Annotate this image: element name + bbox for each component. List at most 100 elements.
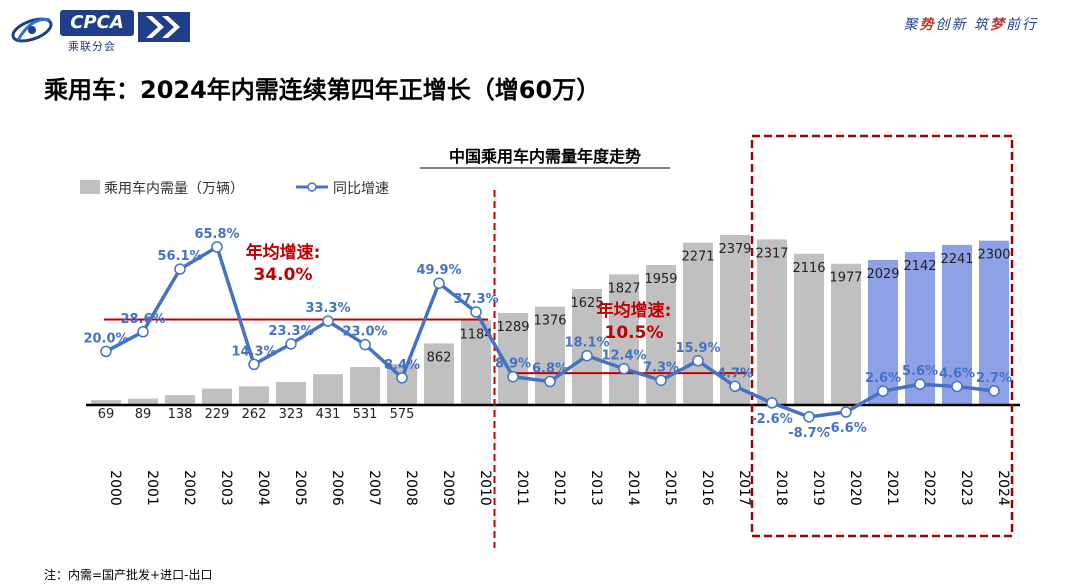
growth-rate-marker	[581, 349, 593, 362]
year-tick-label: 2002	[181, 470, 197, 506]
year-tick-label: 2022	[921, 470, 937, 506]
legend-bar-swatch	[80, 180, 100, 194]
bar-value-label: 2271	[681, 250, 714, 265]
year-tick-label: 2011	[514, 470, 530, 506]
growth-rate-marker	[100, 345, 112, 358]
bar	[868, 260, 898, 405]
growth-rate-label: 5.6%	[902, 364, 938, 379]
bar	[424, 343, 454, 405]
logo-subtitle: 乘联分会	[68, 40, 116, 53]
year-tick-label: 2012	[551, 470, 567, 506]
year-tick-label: 2023	[958, 470, 974, 506]
growth-rate-marker	[396, 372, 408, 384]
bar	[683, 242, 713, 405]
year-tick-label: 2019	[810, 470, 826, 506]
year-tick-label: 2003	[218, 470, 234, 506]
bar-value-label: 1376	[533, 314, 566, 329]
average-rate-label: 年均增速:	[246, 242, 321, 263]
year-tick-label: 2016	[699, 470, 715, 506]
bar-value-label: 323	[279, 407, 304, 422]
growth-rate-label: 2.6%	[865, 371, 901, 386]
bar-value-label: 262	[242, 407, 267, 422]
growth-rate-label: -6.6%	[825, 421, 866, 436]
growth-rate-label: 56.1%	[157, 249, 202, 264]
bar	[757, 239, 787, 405]
growth-rate-marker	[840, 406, 852, 418]
bar-value-label: 229	[205, 407, 230, 422]
growth-rate-label: 8.9%	[495, 357, 531, 372]
growth-rate-marker	[470, 306, 482, 318]
bar	[239, 386, 269, 405]
bar	[979, 240, 1009, 405]
legend-line-marker	[307, 182, 317, 192]
year-tick-label: 2008	[403, 470, 419, 506]
growth-rate-marker	[692, 355, 704, 367]
slogan-part: 前行	[1006, 17, 1038, 33]
logo-text: CPCA	[60, 10, 134, 36]
bar-value-label: 1289	[496, 320, 529, 335]
growth-rate-marker	[988, 385, 1000, 397]
bar	[535, 306, 565, 405]
growth-rate-marker	[248, 358, 260, 371]
slogan-part: 创新	[935, 17, 974, 33]
bar-value-label: 1827	[607, 281, 640, 296]
growth-rate-marker	[433, 277, 445, 289]
bar-value-label: 2116	[792, 261, 825, 276]
year-tick-label: 2024	[995, 470, 1011, 506]
bar	[128, 398, 158, 405]
growth-rate-marker	[655, 374, 667, 387]
year-tick-label: 2000	[107, 470, 123, 506]
bar-value-label: 1184	[459, 327, 492, 342]
bar-value-label: 431	[316, 407, 341, 422]
growth-rate-label: 20.0%	[83, 331, 128, 346]
bar	[350, 367, 380, 405]
bar	[572, 288, 602, 405]
growth-rate-marker	[359, 338, 371, 351]
growth-rate-marker	[618, 362, 630, 375]
year-tick-label: 2020	[847, 470, 863, 506]
bar	[91, 400, 121, 405]
growth-rate-label: 12.4%	[601, 349, 646, 364]
average-rate-label: 年均增速:	[597, 300, 672, 321]
year-tick-label: 2010	[477, 470, 493, 506]
legend-line-label: 同比增速	[333, 181, 389, 197]
year-tick-label: 2004	[255, 470, 271, 506]
bar-value-label: 862	[427, 350, 452, 365]
bar	[942, 244, 972, 405]
bar-value-label: 531	[353, 407, 378, 422]
growth-rate-marker	[914, 378, 926, 390]
slogan-part: 聚	[903, 17, 920, 33]
year-tick-label: 2021	[884, 470, 900, 506]
year-tick-label: 2014	[625, 470, 641, 506]
bar-value-label: 1977	[829, 271, 862, 286]
growth-rate-marker	[174, 263, 186, 275]
year-tick-label: 2018	[773, 470, 789, 506]
year-tick-label: 2006	[329, 470, 345, 506]
growth-rate-label: 49.9%	[416, 263, 461, 278]
bar-value-label: 2142	[903, 259, 936, 274]
growth-rate-label: 15.9%	[675, 341, 720, 356]
average-rate-value: 34.0%	[254, 265, 313, 285]
growth-rate-marker	[285, 338, 297, 350]
bar	[202, 388, 232, 405]
bar	[165, 395, 195, 405]
bar	[276, 381, 306, 405]
year-tick-label: 2013	[588, 470, 604, 506]
growth-rate-label: 65.8%	[194, 227, 239, 242]
bar	[794, 253, 824, 405]
growth-rate-marker	[729, 380, 741, 393]
growth-rate-marker	[544, 375, 556, 388]
year-tick-label: 2001	[144, 470, 160, 506]
growth-rate-marker	[507, 370, 519, 383]
bar-value-label: 69	[98, 407, 115, 422]
growth-rate-marker	[766, 397, 778, 409]
bar	[720, 235, 750, 405]
bar-value-label: 1625	[570, 296, 603, 311]
bar	[313, 374, 343, 405]
growth-rate-label: 37.3%	[453, 292, 498, 307]
year-tick-label: 2007	[366, 470, 382, 506]
slogan-part: 梦	[990, 17, 1006, 33]
year-tick-label: 2015	[662, 470, 678, 506]
bar-value-label: 2029	[866, 267, 899, 282]
